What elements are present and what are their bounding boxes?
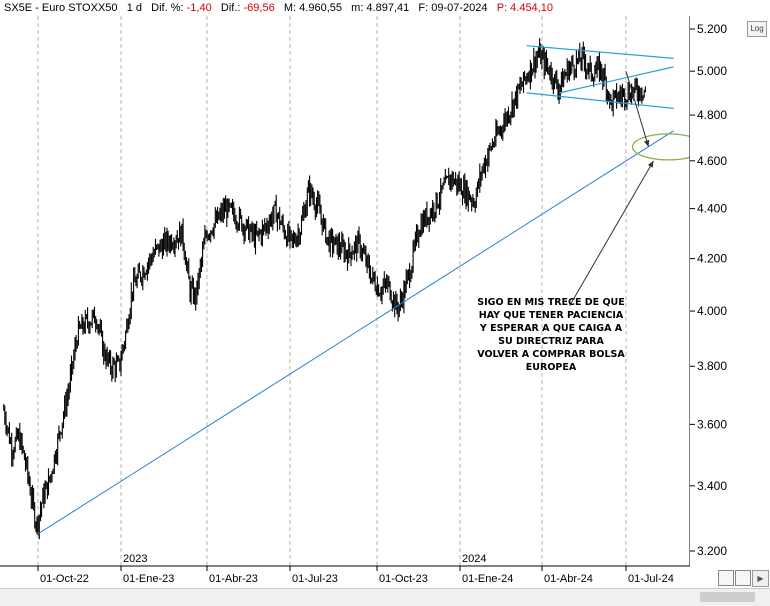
- dif-pct-value: -1,40: [186, 2, 212, 14]
- arrow-line: [625, 71, 649, 148]
- checkbox-icon[interactable]: [735, 570, 751, 586]
- x-tick-label: 01-Oct-22: [40, 573, 89, 585]
- annotation-line: SIGO EN MIS TRECE DE QUE: [477, 297, 625, 308]
- annotation-line: HAY QUE TENER PACIENCIA: [478, 310, 624, 321]
- channel-middle-line: [559, 66, 674, 94]
- price-series: [3, 38, 646, 540]
- dif-label: Dif.:: [220, 2, 241, 14]
- log-scale-button[interactable]: Log: [747, 21, 767, 37]
- x-tick-label: 01-Abr-24: [544, 573, 593, 585]
- x-tick-label: 01-Jul-24: [628, 573, 674, 585]
- scrollbar-thumb[interactable]: [700, 592, 755, 602]
- y-tick-label: 4.200: [697, 252, 727, 266]
- horizontal-scrollbar[interactable]: [0, 588, 770, 606]
- y-tick-label: 3.400: [697, 479, 727, 493]
- y-tick-label: 4.800: [697, 108, 727, 122]
- dif-pct-label: Dif. %:: [151, 2, 184, 14]
- annotations: [37, 45, 706, 535]
- arrow-line: [569, 160, 654, 306]
- y-tick-label: 5.200: [697, 22, 727, 36]
- symbol-label: SX5E - Euro STOXX50: [4, 2, 118, 14]
- annotation-line: VOLVER A COMPRAR BOLSA: [477, 349, 625, 360]
- y-tick-label: 3.200: [697, 544, 727, 558]
- arrow-head: [647, 160, 654, 168]
- trendline: [37, 130, 674, 535]
- year-label: 2024: [462, 553, 486, 565]
- y-tick-label: 5.000: [697, 64, 727, 78]
- date-label: F: 09-07-2024: [418, 2, 488, 14]
- min-label: m: 4.897,41: [351, 2, 410, 14]
- channel-lower-line: [526, 92, 674, 109]
- annotation-line: EUROPEA: [525, 362, 577, 373]
- year-label: 2023: [123, 553, 147, 565]
- dif-value: -69,56: [243, 2, 275, 14]
- y-tick-label: 4.000: [697, 304, 727, 318]
- y-tick-label: 3.600: [697, 417, 727, 431]
- annotation-line: SU DIRECTRIZ PARA: [498, 336, 604, 347]
- chart-header: SX5E - Euro STOXX50 1 d Dif. %: -1,40 Di…: [4, 2, 553, 14]
- max-label: M: 4.960,55: [283, 2, 342, 14]
- x-tick-label: 01-Oct-23: [379, 573, 428, 585]
- y-tick-label: 4.400: [697, 202, 727, 216]
- x-tick-label: 01-Abr-23: [209, 573, 258, 585]
- period-label: 1 d: [126, 2, 142, 14]
- channel-upper-line: [526, 45, 674, 59]
- price-label: P: 4.454,10: [496, 2, 553, 14]
- x-tick-label: 01-Jul-23: [292, 573, 338, 585]
- annotation-line: Y ESPERAR A QUE CAIGA A: [479, 323, 623, 334]
- plot-area: [0, 16, 690, 566]
- arrow-head: [644, 139, 650, 147]
- y-tick-label: 3.800: [697, 359, 727, 373]
- y-tick-label: 4.600: [697, 154, 727, 168]
- draw-tool-icon[interactable]: [718, 570, 734, 586]
- y-axis-panel: [690, 0, 770, 566]
- x-tick-label: 01-Ene-24: [462, 573, 513, 585]
- axes: 3.200 3.400 3.600 3.800 4.000 4.200 4.400 4.600…: [0, 0, 770, 585]
- grid: [0, 16, 690, 566]
- x-tick-label: 01-Ene-23: [123, 573, 174, 585]
- annotation-text: SIGO EN MIS TRECE DE QUE HAY QUE TENER P…: [476, 296, 626, 374]
- scroll-right-button[interactable]: ▶: [752, 570, 769, 587]
